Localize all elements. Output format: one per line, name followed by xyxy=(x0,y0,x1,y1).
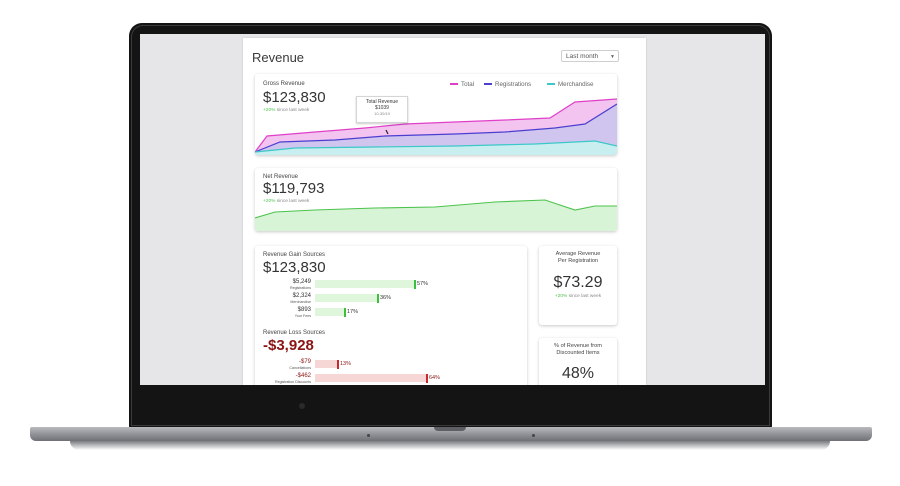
revenue-sources-card: Revenue Gain Sources $123,830 $5,249 Reg… xyxy=(255,246,527,385)
avg-title-line2: Per Registration xyxy=(557,258,599,264)
gain-bar-tick xyxy=(344,308,346,317)
page-title: Revenue xyxy=(252,50,305,65)
gain-percent: 57% xyxy=(417,281,429,287)
legend-swatch xyxy=(547,83,555,86)
date-range-value: Last month xyxy=(566,53,599,60)
gross-revenue-card: Gross Revenue $123,830 +20% since last w… xyxy=(255,74,617,155)
gain-percent: 17% xyxy=(347,309,359,315)
loss-row[interactable]: -$462 Registration Discounts 64% xyxy=(263,373,523,385)
discount-value: 48% xyxy=(561,365,595,382)
gain-row[interactable]: $893 Your Fees 17% xyxy=(263,307,523,319)
legend-label: Total xyxy=(461,81,475,88)
gain-bar-tick xyxy=(377,294,379,303)
net-revenue-delta: +20% since last week xyxy=(263,199,309,204)
gain-source-name: Merchandise xyxy=(290,300,311,304)
tooltip-title: Total Revenue xyxy=(366,99,398,105)
loss-bar-tick xyxy=(426,374,428,383)
gain-percent: 36% xyxy=(380,295,392,301)
loss-row[interactable]: -$79 Cancellations 13% xyxy=(263,359,523,371)
delta-text: since last week xyxy=(275,108,310,113)
loss-percent: 13% xyxy=(340,361,352,367)
chart-tooltip: Total Revenue $1039 10-30/19 xyxy=(356,96,408,123)
loss-bar-track: 64% xyxy=(315,374,490,383)
legend-total[interactable]: Total xyxy=(450,81,474,88)
laptop-base xyxy=(30,427,872,441)
legend-label: Merchandise xyxy=(558,81,594,88)
gain-source-name: Registrations xyxy=(290,286,311,290)
laptop-notch xyxy=(434,427,466,431)
gain-row[interactable]: $5,249 Registrations 57% xyxy=(263,279,523,291)
loss-amount: -$79 xyxy=(298,359,311,365)
tooltip-date: 10-30/19 xyxy=(374,111,390,116)
gross-revenue-delta: +20% since last week xyxy=(263,108,309,113)
gain-bar-track: 36% xyxy=(315,294,490,303)
avg-title-line1: Average Revenue xyxy=(555,251,601,257)
tooltip-value: $1039 xyxy=(375,105,389,111)
hinge-dot xyxy=(532,434,535,437)
revenue-dashboard: Revenue Last month ▼ Gross Revenue $123,… xyxy=(243,38,646,385)
hinge-dot xyxy=(367,434,370,437)
gain-bar-track: 17% xyxy=(315,308,490,317)
gain-amount: $893 xyxy=(297,307,311,313)
discounted-revenue-card: % of Revenue from Discounted Items 48% xyxy=(539,338,617,385)
delta-text: since last week xyxy=(275,199,310,204)
laptop-shadow xyxy=(70,441,830,450)
gain-amount: $5,249 xyxy=(292,279,311,285)
gross-revenue-value: $123,830 xyxy=(263,89,326,106)
loss-value: -$3,928 xyxy=(263,337,314,354)
gross-revenue-chart[interactable] xyxy=(255,74,617,155)
legend-registrations[interactable]: Registrations xyxy=(484,81,531,88)
loss-bar xyxy=(315,374,427,382)
legend-merchandise[interactable]: Merchandise xyxy=(547,81,593,88)
gross-revenue-label: Gross Revenue xyxy=(263,81,305,87)
gain-bar xyxy=(315,294,378,302)
net-revenue-card: Net Revenue $119,793 +20% since last wee… xyxy=(255,168,617,231)
net-revenue-label: Net Revenue xyxy=(263,174,299,180)
gain-label: Revenue Gain Sources xyxy=(263,252,326,258)
gain-value: $123,830 xyxy=(263,259,326,276)
delta-text: since last week xyxy=(567,294,602,299)
loss-bar xyxy=(315,360,338,368)
delta-percent: +20% xyxy=(263,108,276,113)
legend-swatch xyxy=(484,83,492,86)
discount-title-line2: Discounted Items xyxy=(556,350,600,356)
legend-label: Registrations xyxy=(495,81,532,88)
gain-bar-track: 57% xyxy=(315,280,490,289)
loss-percent: 64% xyxy=(429,375,441,381)
gain-amount: $2,324 xyxy=(292,293,311,299)
webcam xyxy=(299,403,305,409)
loss-amount: -$462 xyxy=(295,373,311,379)
loss-label: Revenue Loss Sources xyxy=(263,330,326,336)
gain-bar-tick xyxy=(414,280,416,289)
net-revenue-value: $119,793 xyxy=(263,180,325,197)
chevron-down-icon: ▼ xyxy=(610,54,615,60)
loss-source-name: Registration Discounts xyxy=(275,380,311,384)
laptop-screen: Revenue Last month ▼ Gross Revenue $123,… xyxy=(140,34,765,385)
loss-source-name: Cancellations xyxy=(289,366,311,370)
legend-swatch xyxy=(450,83,458,86)
avg-value: $73.29 xyxy=(553,274,603,291)
avg-delta: +20% since last week xyxy=(539,294,617,299)
gain-row[interactable]: $2,324 Merchandise 36% xyxy=(263,293,523,305)
gain-bar xyxy=(315,280,415,288)
date-range-select[interactable]: Last month ▼ xyxy=(561,50,619,62)
delta-percent: +20% xyxy=(263,199,276,204)
discount-title-line1: % of Revenue from xyxy=(554,343,602,349)
net-revenue-chart[interactable] xyxy=(255,168,617,231)
gain-bar xyxy=(315,308,345,316)
delta-percent: +20% xyxy=(554,294,568,299)
average-revenue-card: Average Revenue Per Registration $73.29 … xyxy=(539,246,617,325)
loss-bar-track: 13% xyxy=(315,360,490,369)
loss-bar-tick xyxy=(337,360,339,369)
gain-source-name: Your Fees xyxy=(294,314,311,318)
